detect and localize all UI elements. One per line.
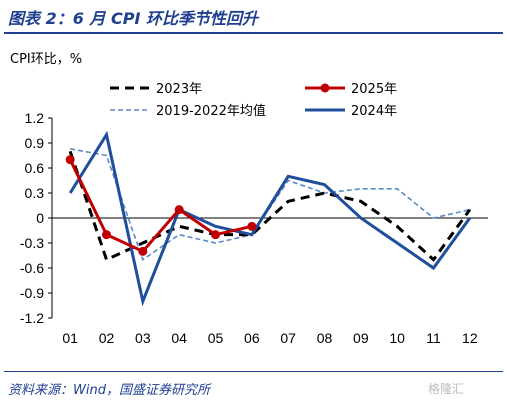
source-rule [4,371,503,372]
legend-label: 2024年 [351,104,397,119]
y-unit-label: CPI环比，% [10,52,82,67]
x-tick-label: 08 [317,330,333,346]
y-tick-label: 0 [36,210,44,226]
data-point [247,221,257,231]
watermark: 格隆汇 [428,382,465,396]
x-tick-label: 03 [135,330,151,346]
y-tick-label: -0.6 [20,260,44,276]
data-point [102,230,111,240]
x-tick-label: 10 [389,330,405,346]
series-line-s2023 [68,150,472,262]
y-tick-label: 0.3 [25,185,45,201]
data-point [65,155,75,165]
legend-item-s2024: 2024年 [305,104,397,119]
series-line-s2024 [68,130,472,307]
y-tick-label: -0.9 [20,285,44,301]
line-chart: CPI环比，% 2023年 2025年 2019-2022年均值 2024年 1.2 0… [10,52,488,346]
data-point [211,230,220,240]
series-line-s2025 [68,159,253,254]
data-point [138,246,148,256]
source-note: 资料来源：Wind，国盛证券研究所 [8,383,210,398]
x-tick-label: 01 [62,330,78,346]
x-tick-label: 09 [353,330,369,346]
x-tick-label: 05 [208,330,224,346]
legend-marker [320,83,330,93]
y-tick-label: -1.2 [20,310,44,326]
chart-legend: 2023年 2025年 2019-2022年均值 2024年 [110,82,397,119]
figure-title: 图表 2：6 月 CPI 环比季节性回升 [8,9,258,28]
y-tick-label: 1.2 [25,110,45,126]
series-layer [65,130,472,307]
series-s2025 [65,155,257,256]
x-tick-label: 11 [426,330,441,346]
x-tick-label: 04 [171,330,187,346]
x-tick-label: 02 [99,330,115,346]
y-tick-label: -0.3 [20,235,44,251]
legend-label: 2019-2022年均值 [156,103,266,119]
title-rule [4,32,503,34]
legend-label: 2025年 [351,82,397,97]
legend-item-s2023: 2023年 [110,82,202,97]
x-tick-label: 12 [462,330,478,346]
series-s2024 [68,130,472,307]
legend-item-s2025: 2025年 [305,82,397,97]
legend-item-s2019_2022: 2019-2022年均值 [110,103,266,119]
legend-label: 2023年 [156,82,202,97]
data-point [174,205,184,215]
chart-axes: 1.2 0.9 0.6 0.3 0 -0.3 -0.6 -0.9 -1.2 01 02 03 04 05 0… [20,110,488,346]
series-s2023 [68,150,472,262]
y-tick-label: 0.6 [25,160,45,176]
x-tick-label: 07 [280,330,296,346]
y-tick-label: 0.9 [25,135,45,151]
x-tick-label: 06 [244,330,260,346]
